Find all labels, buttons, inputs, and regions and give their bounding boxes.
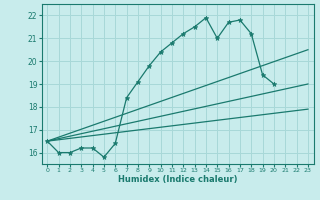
X-axis label: Humidex (Indice chaleur): Humidex (Indice chaleur) bbox=[118, 175, 237, 184]
